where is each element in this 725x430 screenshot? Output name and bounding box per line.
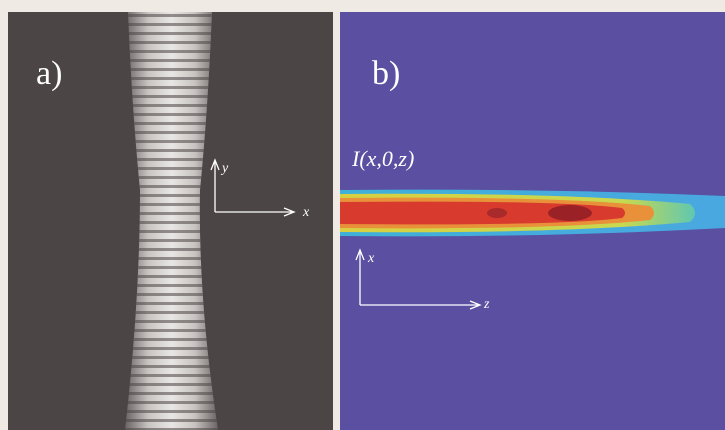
axis-label: x — [367, 251, 375, 266]
panel-label: b) — [372, 55, 400, 92]
axis-label: z — [483, 297, 490, 312]
axis-label: y — [220, 161, 229, 176]
intensity-peak — [548, 205, 592, 221]
annotation: I(x,0,z) — [351, 146, 414, 171]
axis-label: x — [302, 205, 310, 220]
figure: a) y x b) I(x,0,z) x z — [0, 0, 725, 430]
intensity-peak — [487, 208, 507, 218]
panel-label: a) — [36, 55, 62, 92]
